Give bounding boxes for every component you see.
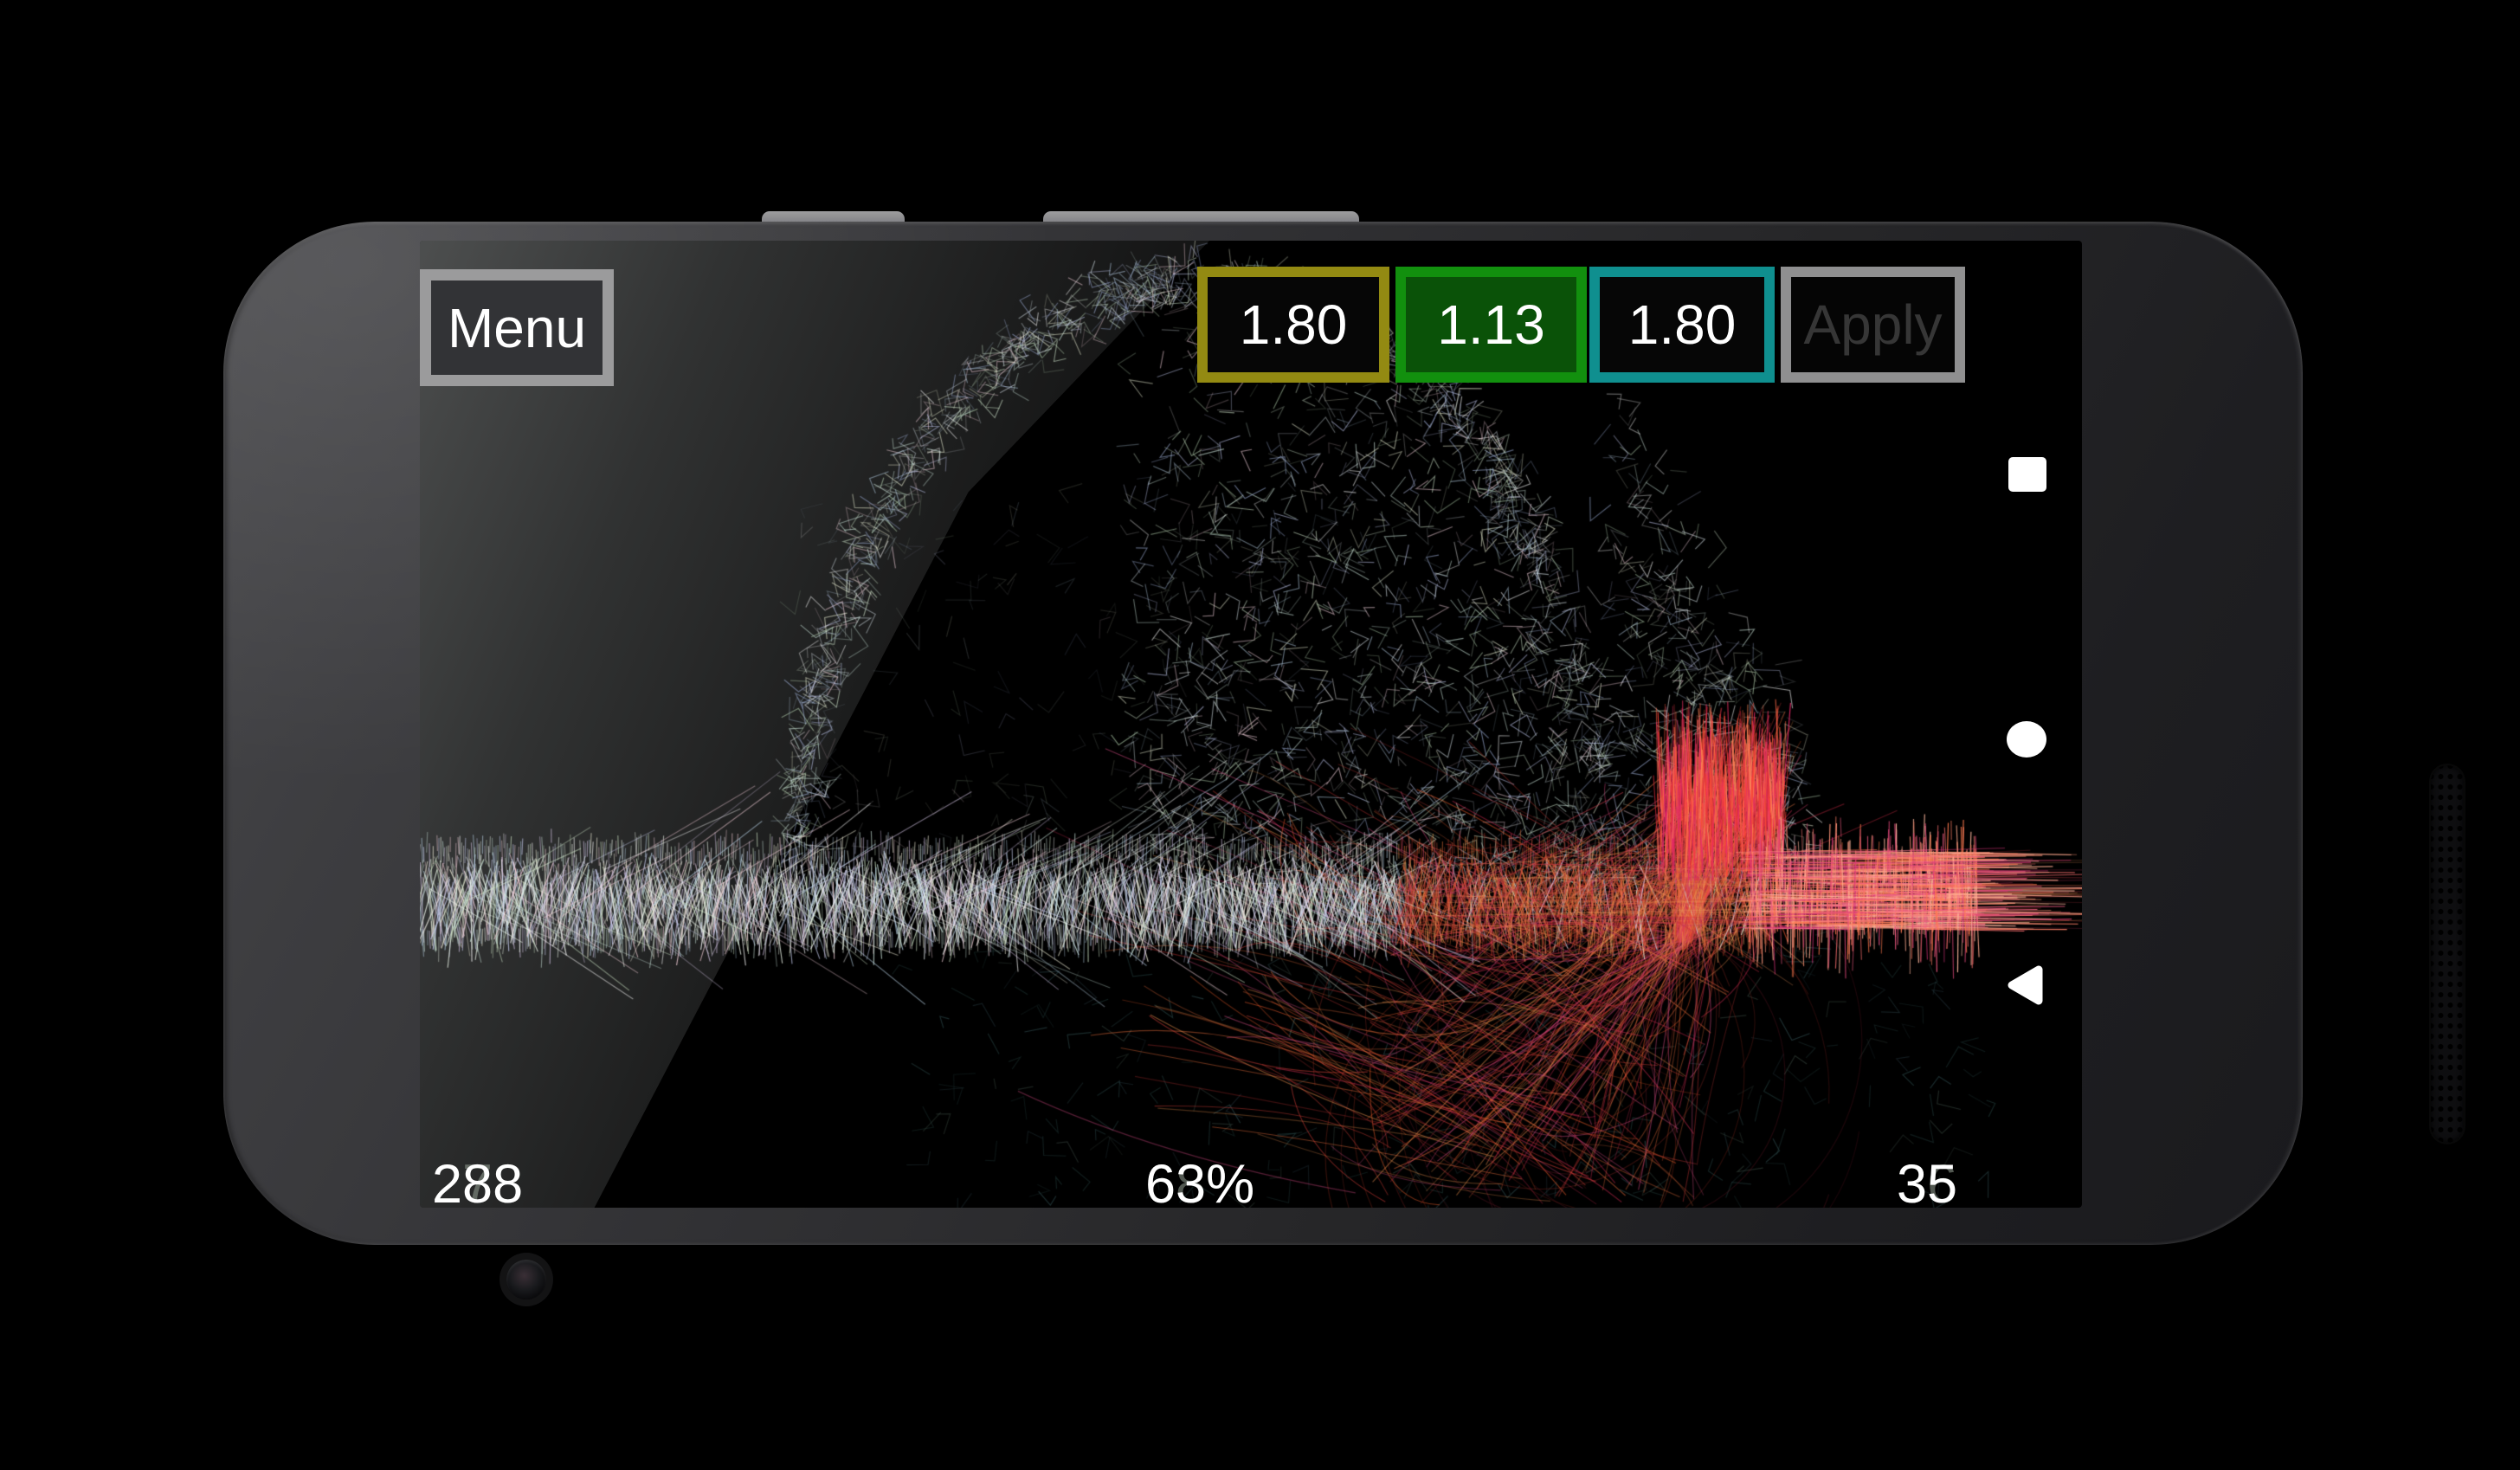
- apply-button[interactable]: Apply: [1781, 267, 1965, 383]
- counter-right-ghost: 36: [1897, 1153, 1958, 1208]
- counter-right: 36 35: [1897, 1156, 1957, 1208]
- counter-right-value: 35: [1897, 1153, 1958, 1208]
- recents-square-icon[interactable]: [2008, 456, 2047, 494]
- param-value-1: 1.80: [1239, 293, 1348, 356]
- home-circle-icon[interactable]: [2006, 719, 2047, 759]
- counter-center-value: 63%: [1145, 1153, 1255, 1208]
- counter-center: 68% 63%: [1145, 1156, 1254, 1208]
- counter-left-ghost: 278: [432, 1153, 524, 1208]
- param-value-box-2[interactable]: 1.13: [1395, 267, 1587, 383]
- counter-center-ghost: 68%: [1145, 1153, 1255, 1208]
- param-value-box-1[interactable]: 1.80: [1197, 267, 1389, 383]
- front-camera: [506, 1260, 546, 1299]
- menu-button[interactable]: Menu: [420, 269, 614, 386]
- app-screen: Menu 1.80 1.13 1.80 Apply 278 288 68% 63…: [420, 241, 2082, 1208]
- counter-left: 278 288: [432, 1156, 523, 1208]
- particle-visualization-canvas: [420, 241, 2082, 1208]
- param-value-box-3[interactable]: 1.80: [1589, 267, 1775, 383]
- param-value-3: 1.80: [1627, 293, 1737, 356]
- right-speaker-grille: [2431, 765, 2464, 1143]
- counter-left-value: 288: [432, 1153, 524, 1208]
- back-triangle-icon[interactable]: [2004, 963, 2047, 1008]
- param-value-2: 1.13: [1437, 293, 1545, 356]
